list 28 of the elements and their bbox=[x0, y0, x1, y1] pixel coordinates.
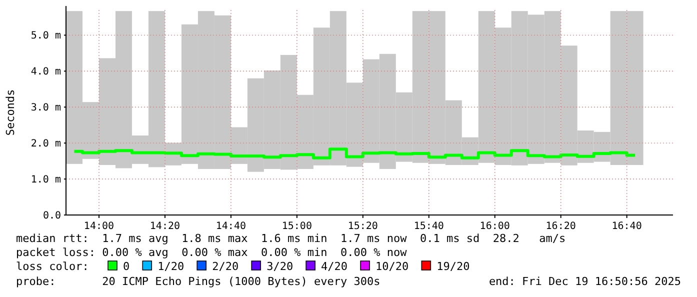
y-tick-label: 3.0 m bbox=[30, 102, 61, 114]
text: packet loss: 0.00 % avg 0.00 % max 0.00 % min 0.00 % now bbox=[16, 246, 408, 259]
legend-label: 4/20 bbox=[321, 260, 348, 273]
legend-label: 10/20 bbox=[376, 260, 409, 273]
x-tick-label: 15:20 bbox=[348, 221, 378, 232]
legend-label: 3/20 bbox=[266, 260, 294, 273]
x-tick-label: 16:00 bbox=[480, 221, 510, 232]
x-tick-label: 14:00 bbox=[84, 221, 114, 232]
x-tick-label: 15:00 bbox=[282, 221, 312, 232]
legend-label: 2/20 bbox=[212, 260, 239, 273]
legend-label: 0 bbox=[123, 260, 130, 273]
y-tick-label: 2.0 m bbox=[30, 138, 61, 150]
text: median rtt: 1.7 ms avg 1.8 ms max 1.6 ms min 1.7 ms now 0.1 ms sd 28.2 am/s bbox=[16, 232, 566, 245]
x-tick-label: 14:20 bbox=[150, 221, 180, 232]
x-tick-label: 14:40 bbox=[216, 221, 246, 232]
legend-label: 19/20 bbox=[436, 260, 470, 273]
y-tick-label: 1.0 m bbox=[30, 174, 61, 186]
legend-title: loss color: bbox=[16, 260, 89, 273]
x-tick-label: 16:20 bbox=[546, 221, 576, 232]
y-tick-label: 4.0 m bbox=[30, 66, 61, 78]
text: probe: 20 ICMP Echo Pings (1000 Bytes) every 300s bbox=[16, 275, 380, 288]
y-tick-label: 0.0 bbox=[42, 210, 61, 222]
text: end: Fri Dec 19 16:50:56 2025 bbox=[488, 275, 681, 288]
x-tick-label: 16:40 bbox=[612, 221, 642, 232]
legend-label: 1/20 bbox=[158, 260, 184, 273]
x-tick-label: 15:40 bbox=[414, 221, 444, 232]
y-axis-title: Seconds bbox=[4, 89, 17, 136]
y-tick-label: 5.0 m bbox=[30, 30, 61, 42]
